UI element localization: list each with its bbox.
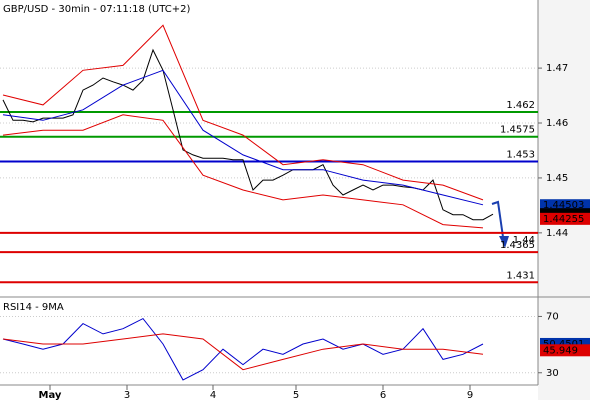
x-tick-label: 9 [467, 390, 473, 400]
level-label: 1.4365 [500, 240, 535, 251]
level-label: 1.4575 [500, 125, 535, 136]
level-label: 1.462 [506, 100, 535, 111]
plot-area [0, 0, 538, 385]
x-tick-label: 3 [124, 390, 130, 400]
x-tick-label: 4 [210, 390, 216, 400]
y-tick-label: 1.46 [546, 118, 568, 129]
series-line [2, 333, 484, 371]
price-marker [540, 344, 590, 357]
y-tick-label: 1.44 [546, 228, 568, 239]
level-label: 1.44 [513, 235, 535, 246]
panel-title: RSI14 - 9MA [3, 302, 64, 313]
level-label: 1.431 [506, 270, 535, 281]
y-tick-label: 30 [546, 368, 559, 379]
y-tick-label: 1.47 [546, 63, 568, 74]
panel-title: GBP/USD - 30min - 07:11:18 (UTC+2) [3, 4, 190, 15]
series-line [2, 24, 484, 201]
x-tick-label: May [39, 390, 62, 400]
series-line [2, 69, 484, 206]
forecast-arrow [491, 200, 505, 245]
y-tick-label: 70 [546, 311, 559, 322]
y-tick-label: 1.45 [546, 173, 568, 184]
price-marker [540, 212, 590, 225]
price-marker-label: 1.44503 [543, 200, 584, 211]
price-marker-label: 1.44255 [543, 214, 584, 225]
price-marker-label: 45.949 [543, 345, 578, 356]
series-line [2, 114, 484, 229]
x-tick-label: 5 [293, 390, 299, 400]
level-label: 1.453 [506, 149, 535, 160]
x-tick-label: 6 [380, 390, 386, 400]
arrow-head [499, 236, 509, 248]
